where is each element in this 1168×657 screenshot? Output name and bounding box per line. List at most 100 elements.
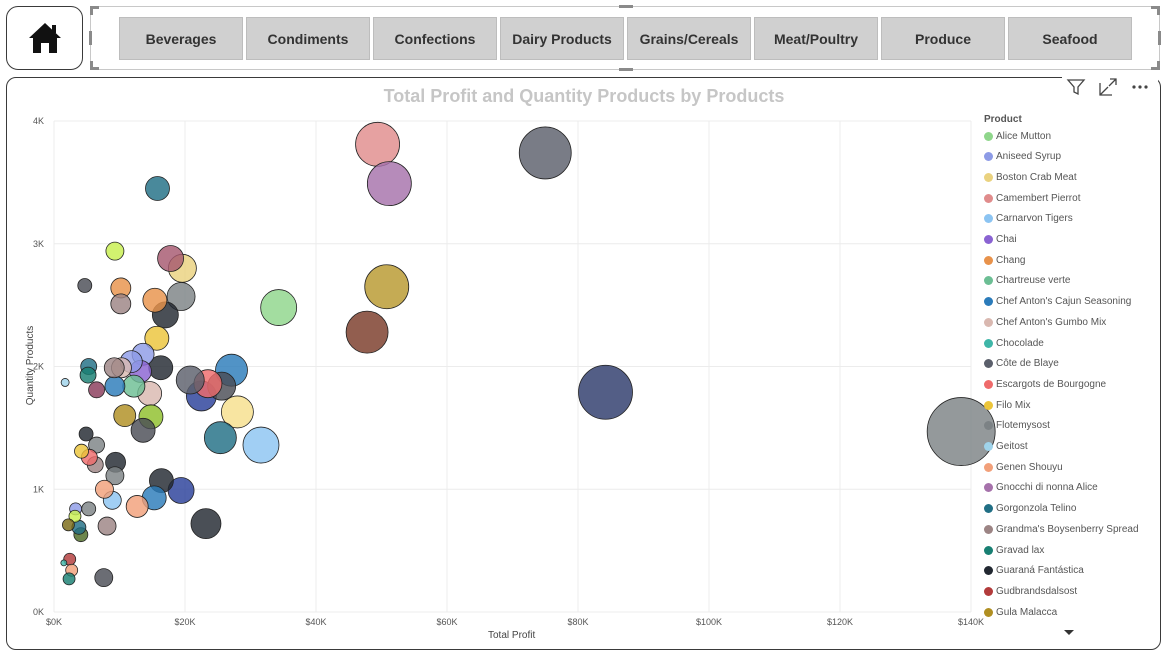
legend-label: Geitost xyxy=(996,441,1028,452)
legend-item[interactable]: Flotemysost xyxy=(984,419,1050,433)
x-tick-label: $100K xyxy=(696,617,722,627)
data-point-bubble[interactable] xyxy=(166,282,196,311)
resize-handle-top[interactable] xyxy=(619,5,633,8)
category-button-seafood[interactable]: Seafood xyxy=(1008,17,1132,60)
legend-item[interactable]: Filo Mix xyxy=(984,398,1030,412)
legend-item[interactable]: Gula Malacca xyxy=(984,605,1057,619)
category-button-dairy-products[interactable]: Dairy Products xyxy=(500,17,624,60)
category-button-beverages[interactable]: Beverages xyxy=(119,17,243,60)
data-point-bubble[interactable] xyxy=(260,289,298,326)
legend-item[interactable]: Alice Mutton xyxy=(984,129,1051,143)
legend-label: Grandma's Boysenberry Spread xyxy=(996,523,1139,535)
category-button-confections[interactable]: Confections xyxy=(373,17,497,60)
data-point-bubble[interactable] xyxy=(60,559,68,567)
legend-item[interactable]: Geitost xyxy=(984,440,1028,454)
data-point-bubble[interactable] xyxy=(94,568,114,588)
resize-handle-left[interactable] xyxy=(89,31,92,45)
data-point-bubble[interactable] xyxy=(104,375,126,397)
data-point-bubble[interactable] xyxy=(130,417,156,443)
data-point-bubble[interactable] xyxy=(578,364,633,420)
legend-marker xyxy=(984,193,993,203)
x-tick-label: $40K xyxy=(305,617,326,627)
data-point-bubble[interactable] xyxy=(62,572,76,586)
data-point-bubble[interactable] xyxy=(105,466,125,486)
legend-item[interactable]: Gorgonzola Telino xyxy=(984,502,1076,516)
data-point-bubble[interactable] xyxy=(122,374,146,398)
data-point-bubble[interactable] xyxy=(78,426,94,442)
legend-marker xyxy=(984,545,993,555)
data-point-bubble[interactable] xyxy=(926,397,996,466)
data-point-bubble[interactable] xyxy=(110,293,132,315)
legend-item[interactable]: Aniseed Syrup xyxy=(984,150,1061,164)
legend-item[interactable]: Genen Shouyu xyxy=(984,460,1063,474)
legend-label: Chocolade xyxy=(996,337,1044,349)
data-point-bubble[interactable] xyxy=(355,121,400,167)
resize-corner[interactable] xyxy=(1151,61,1160,70)
more-options-icon[interactable] xyxy=(1130,77,1150,97)
data-point-bubble[interactable] xyxy=(88,381,105,399)
data-point-bubble[interactable] xyxy=(203,421,237,455)
resize-corner[interactable] xyxy=(1151,6,1160,15)
legend-label: Filo Mix xyxy=(996,399,1031,411)
legend-item[interactable]: Chef Anton's Gumbo Mix xyxy=(984,315,1106,329)
legend-item[interactable]: Gudbrandsdalsost xyxy=(984,584,1077,598)
data-point-bubble[interactable] xyxy=(97,516,117,536)
data-point-bubble[interactable] xyxy=(113,404,137,428)
category-button-condiments[interactable]: Condiments xyxy=(246,17,370,60)
data-point-bubble[interactable] xyxy=(364,264,410,310)
legend-item[interactable]: Gnocchi di nonna Alice xyxy=(984,481,1098,495)
data-point-bubble[interactable] xyxy=(81,501,97,517)
legend-item[interactable]: Chef Anton's Cajun Seasoning xyxy=(984,295,1131,309)
data-point-bubble[interactable] xyxy=(144,325,170,351)
data-point-bubble[interactable] xyxy=(62,518,75,532)
data-point-bubble[interactable] xyxy=(142,287,168,313)
legend-item[interactable]: Chartreuse verte xyxy=(984,274,1070,288)
resize-handle-right[interactable] xyxy=(1158,31,1161,45)
data-point-bubble[interactable] xyxy=(220,395,254,429)
legend-marker xyxy=(984,442,993,451)
legend-item[interactable]: Camembert Pierrot xyxy=(984,191,1080,205)
category-button-grains-cereals[interactable]: Grains/Cereals xyxy=(627,17,751,60)
data-point-bubble[interactable] xyxy=(145,176,170,201)
y-tick-label: 0K xyxy=(33,607,44,617)
legend-item[interactable]: Grandma's Boysenberry Spread xyxy=(984,522,1139,536)
focus-mode-icon[interactable] xyxy=(1098,77,1118,97)
legend-item[interactable]: Chocolade xyxy=(984,336,1044,350)
data-point-bubble[interactable] xyxy=(190,508,222,540)
data-point-bubble[interactable] xyxy=(77,278,93,293)
legend-item[interactable]: Chai xyxy=(984,233,1017,247)
home-button[interactable] xyxy=(6,6,83,70)
data-point-bubble[interactable] xyxy=(68,509,82,523)
data-point-bubble[interactable] xyxy=(79,366,97,384)
data-point-bubble[interactable] xyxy=(242,426,280,464)
scatter-chart-visual[interactable] xyxy=(6,77,1161,650)
category-button-produce[interactable]: Produce xyxy=(881,17,1005,60)
category-button-meat-poultry[interactable]: Meat/Poultry xyxy=(754,17,878,60)
data-point-bubble[interactable] xyxy=(60,378,70,387)
legend-label: Carnarvon Tigers xyxy=(996,213,1073,225)
legend-label: Chef Anton's Cajun Seasoning xyxy=(996,296,1132,308)
data-point-bubble[interactable] xyxy=(95,479,114,499)
data-point-bubble[interactable] xyxy=(103,357,125,379)
data-point-bubble[interactable] xyxy=(345,310,389,354)
legend-item[interactable]: Côte de Blaye xyxy=(984,357,1059,371)
resize-handle-bottom[interactable] xyxy=(619,68,633,71)
legend-item[interactable]: Boston Crab Meat xyxy=(984,170,1077,184)
legend-scroll-down-icon[interactable] xyxy=(1064,630,1074,635)
filter-icon[interactable] xyxy=(1066,77,1086,97)
data-point-bubble[interactable] xyxy=(366,161,412,207)
legend-item[interactable]: Gravad lax xyxy=(984,543,1044,557)
data-point-bubble[interactable] xyxy=(105,241,125,261)
resize-corner[interactable] xyxy=(90,6,99,15)
resize-corner[interactable] xyxy=(90,61,99,70)
data-point-bubble[interactable] xyxy=(518,126,572,180)
legend-item[interactable]: Escargots de Bourgogne xyxy=(984,377,1106,391)
data-point-bubble[interactable] xyxy=(125,495,149,518)
data-point-bubble[interactable] xyxy=(157,245,184,272)
legend-item[interactable]: Carnarvon Tigers xyxy=(984,212,1073,226)
data-point-bubble[interactable] xyxy=(175,365,205,395)
legend-item[interactable]: Guaraná Fantástica xyxy=(984,564,1084,578)
data-point-bubble[interactable] xyxy=(74,443,89,459)
legend-item[interactable]: Chang xyxy=(984,253,1025,267)
